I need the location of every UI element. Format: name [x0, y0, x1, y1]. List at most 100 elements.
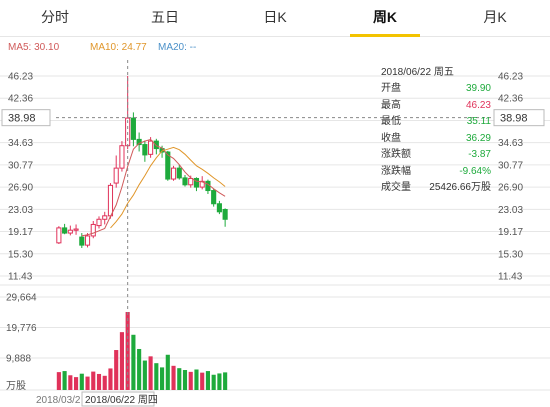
volume-bar [79, 373, 84, 390]
volume-bar [177, 368, 182, 390]
candle-body [176, 167, 182, 179]
candle-body [222, 209, 228, 220]
ma10-line [110, 146, 226, 229]
price-tick-label-left: 15.30 [8, 249, 33, 260]
candle-body [148, 140, 154, 155]
volume-tick-label: 29,664 [6, 293, 37, 304]
ma10-legend: MA10: 24.77 [90, 42, 147, 53]
candle-body [119, 145, 125, 169]
tab-intraday[interactable]: 分时 [41, 9, 69, 25]
price-tick-label-left: 19.17 [8, 227, 33, 238]
tooltip-row-change-pct: 涨跌幅 -9.64% [381, 164, 491, 181]
volume-bar [102, 375, 107, 390]
price-tick-label-right: 46.23 [498, 72, 523, 83]
price-tick-label-right: 26.90 [498, 183, 523, 194]
candle-body [188, 177, 194, 186]
candle-body [84, 235, 91, 246]
tooltip-date: 2018/06/22 周五 [381, 67, 454, 78]
volume-bar [96, 373, 102, 390]
volume-bar [200, 372, 205, 390]
tab-weekly-k[interactable]: 周K [330, 0, 440, 37]
candle-body [96, 218, 102, 227]
volume-bar [119, 332, 124, 390]
tab-five-day[interactable]: 五日 [151, 9, 179, 25]
volume-bar [114, 350, 119, 390]
volume-bar [188, 371, 193, 390]
price-tick-label-left: 42.36 [8, 94, 33, 105]
candle-body [165, 151, 171, 180]
crosshair-price-box-right [493, 109, 545, 127]
tooltip-label: 开盘 [381, 83, 401, 94]
tooltip-label: 成交量 [381, 182, 411, 193]
volume-bar [68, 375, 73, 390]
tooltip-value: 25426.66万股 [429, 182, 491, 193]
volume-bar [74, 377, 79, 390]
candle-body [113, 167, 119, 184]
tooltip-value: 35.11 [466, 116, 491, 127]
tab-daily-k[interactable]: 日K [263, 9, 287, 25]
tooltip-value: 39.90 [465, 83, 491, 94]
volume-bar [217, 373, 222, 390]
tooltip-row-low: 最低 35.11 [381, 114, 491, 131]
volume-bar [171, 365, 176, 390]
volume-bar [223, 372, 228, 390]
volume-unit-label: 万股 [6, 380, 26, 392]
ma5-line [81, 138, 226, 237]
tooltip-label: 收盘 [381, 132, 401, 144]
price-tick-label-left: 26.90 [8, 183, 33, 194]
volume-bar [56, 372, 61, 390]
tooltip-value: 36.29 [465, 132, 491, 144]
tab-monthly-k[interactable]: 月K [483, 9, 507, 25]
price-tick-label-right: 23.03 [498, 205, 523, 216]
volume-tick-label: 19,776 [6, 323, 37, 334]
volume-bar [137, 348, 142, 390]
volume-bar [194, 369, 199, 390]
volume-bar [211, 374, 216, 390]
date-label-start: 2018/03/2 [36, 395, 81, 406]
volume-bar [165, 354, 170, 390]
price-tick-label-right: 42.36 [498, 94, 523, 105]
crosshair-date-box [81, 391, 155, 407]
volume-bar [182, 370, 188, 390]
tooltip-label: 最低 [381, 116, 401, 127]
candle-body [62, 227, 68, 234]
volume-bar [205, 371, 210, 390]
price-tick-label-right: 30.77 [498, 160, 523, 171]
volume-bar [148, 356, 153, 390]
tooltip-row-close: 收盘 36.29 [381, 131, 491, 148]
volume-bar [108, 368, 113, 390]
tooltip-value: 46.23 [465, 99, 491, 111]
price-tick-label-left: 11.43 [8, 272, 33, 283]
candle-body [107, 184, 114, 217]
candle-body [67, 229, 73, 234]
volume-bar [91, 371, 96, 390]
tooltip-value: -3.87 [468, 149, 491, 160]
price-tick-label-left: 46.23 [8, 72, 33, 83]
candle-body [193, 177, 200, 188]
price-tick-label-left: 34.63 [8, 138, 33, 149]
tooltip-label: 涨跌幅 [381, 165, 411, 177]
tooltip-label: 最高 [381, 99, 401, 111]
candle-body [142, 144, 148, 156]
price-tick-label-right: 19.17 [498, 227, 523, 238]
tooltip-label: 涨跌额 [381, 149, 411, 160]
volume-tick-label: 9,888 [6, 354, 31, 365]
candle-body [182, 177, 188, 186]
crosshair-price-left: 38.98 [8, 113, 36, 125]
tooltip-row-change: 涨跌额 -3.87 [381, 147, 491, 164]
candle-body [102, 215, 108, 220]
candle-body [211, 190, 217, 205]
volume-bar [142, 360, 147, 390]
period-tab-bar: 分时 五日 日K 周K 月K [0, 0, 550, 37]
candle-body [216, 203, 222, 213]
candle-body [199, 180, 205, 188]
candle-body [79, 236, 85, 246]
candle-body [73, 228, 79, 231]
tooltip-row-high: 最高 46.23 [381, 98, 491, 115]
tooltip-row-volume: 成交量 25426.66万股 [381, 180, 491, 197]
volume-bar [131, 334, 136, 390]
candle-body [136, 138, 142, 146]
candle-body [90, 223, 96, 237]
candle-body [153, 140, 159, 150]
